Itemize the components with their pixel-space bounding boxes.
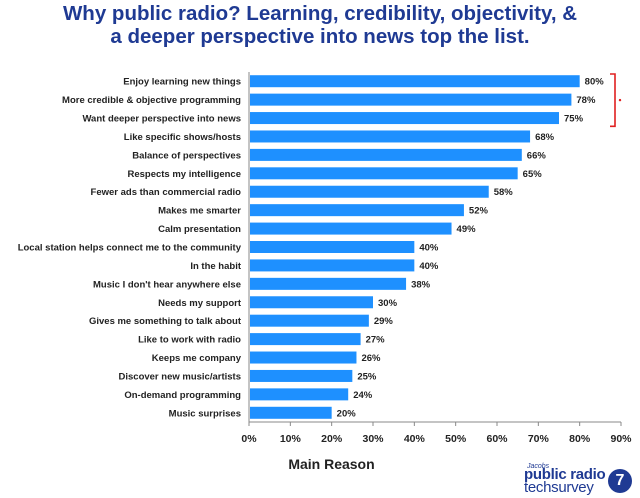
x-tick-label: 70% — [528, 433, 550, 445]
bar — [250, 204, 464, 217]
bar — [250, 112, 559, 125]
techsurvey-logo: Jacobs public radio techsurvey 7 — [524, 463, 634, 497]
category-label: Fewer ads than commercial radio — [91, 187, 242, 198]
category-label: More credible & objective programming — [62, 95, 241, 106]
bar — [250, 259, 415, 272]
bar — [250, 333, 361, 346]
data-label: 75% — [564, 114, 584, 125]
data-label: 52% — [469, 206, 489, 217]
category-label: In the habit — [190, 261, 242, 272]
x-tick-label: 50% — [445, 433, 467, 445]
x-tick-label: 0% — [241, 433, 257, 445]
x-tick-label: 10% — [280, 433, 302, 445]
data-label: 65% — [523, 169, 543, 180]
data-label: 80% — [585, 77, 605, 88]
bar — [250, 148, 522, 161]
bar — [250, 388, 349, 401]
category-label: Discover new music/artists — [119, 371, 242, 382]
data-label: 27% — [366, 335, 386, 346]
category-label: Calm presentation — [158, 224, 241, 235]
category-label: Gives me something to talk about — [89, 316, 242, 327]
x-tick-label: 80% — [569, 433, 591, 445]
data-label: 38% — [411, 279, 431, 290]
category-label: Like to work with radio — [138, 335, 241, 346]
bar — [250, 241, 415, 253]
data-label: 26% — [361, 353, 381, 364]
logo-number-badge: 7 — [608, 469, 632, 493]
bar — [250, 314, 369, 327]
category-label: Needs my support — [158, 298, 242, 309]
data-label: 20% — [337, 408, 357, 419]
bar — [250, 93, 572, 106]
category-label: Keeps me company — [152, 353, 242, 364]
x-tick-label: 40% — [404, 433, 426, 445]
data-label: 24% — [353, 390, 373, 401]
data-label: 78% — [576, 95, 596, 106]
category-label: Local station helps connect me to the co… — [18, 243, 242, 254]
bracket-dot — [618, 98, 622, 102]
category-label: Music surprises — [169, 408, 241, 419]
x-axis-label: Main Reason — [288, 456, 375, 472]
data-label: 40% — [419, 243, 439, 254]
category-label: Makes me smarter — [158, 206, 241, 217]
data-label: 49% — [457, 224, 477, 235]
bar — [250, 351, 357, 364]
bar — [250, 369, 353, 382]
x-tick-label: 30% — [362, 433, 384, 445]
category-label: Enjoy learning new things — [123, 77, 241, 88]
logo-public-radio-text: public radio — [524, 466, 606, 483]
bar — [250, 406, 332, 419]
x-tick-label: 60% — [486, 433, 508, 445]
title-line-1: Why public radio? Learning, credibility,… — [62, 2, 578, 25]
data-label: 66% — [527, 150, 547, 161]
data-label: 40% — [419, 261, 439, 272]
logo-jacobs-text: Jacobs — [527, 463, 550, 470]
category-label: Like specific shows/hosts — [124, 132, 241, 143]
data-label: 25% — [357, 371, 377, 382]
category-label: Music I don't hear anywhere else — [93, 279, 241, 290]
x-tick-label: 20% — [321, 433, 343, 445]
category-label: Want deeper perspective into news — [82, 114, 241, 125]
category-label: On-demand programming — [124, 390, 241, 401]
bar — [250, 75, 580, 88]
category-label: Balance of perspectives — [132, 150, 241, 161]
data-label: 29% — [374, 316, 394, 327]
logo-techsurvey-text: techsurvey — [524, 479, 594, 496]
bar — [250, 296, 373, 309]
x-tick-label: 90% — [610, 433, 632, 445]
bar — [250, 130, 531, 143]
bar — [250, 222, 452, 235]
chart-title: Why public radio? Learning, credibility,… — [0, 2, 640, 48]
bar — [250, 185, 489, 198]
data-label: 30% — [378, 298, 398, 309]
category-label: Respects my intelligence — [127, 169, 241, 180]
bar — [250, 167, 518, 180]
data-label: 58% — [494, 187, 514, 198]
data-label: 68% — [535, 132, 555, 143]
bar — [250, 277, 407, 290]
title-line-2: a deeper perspective into news top the l… — [110, 25, 530, 48]
top-reasons-bracket — [610, 73, 616, 128]
